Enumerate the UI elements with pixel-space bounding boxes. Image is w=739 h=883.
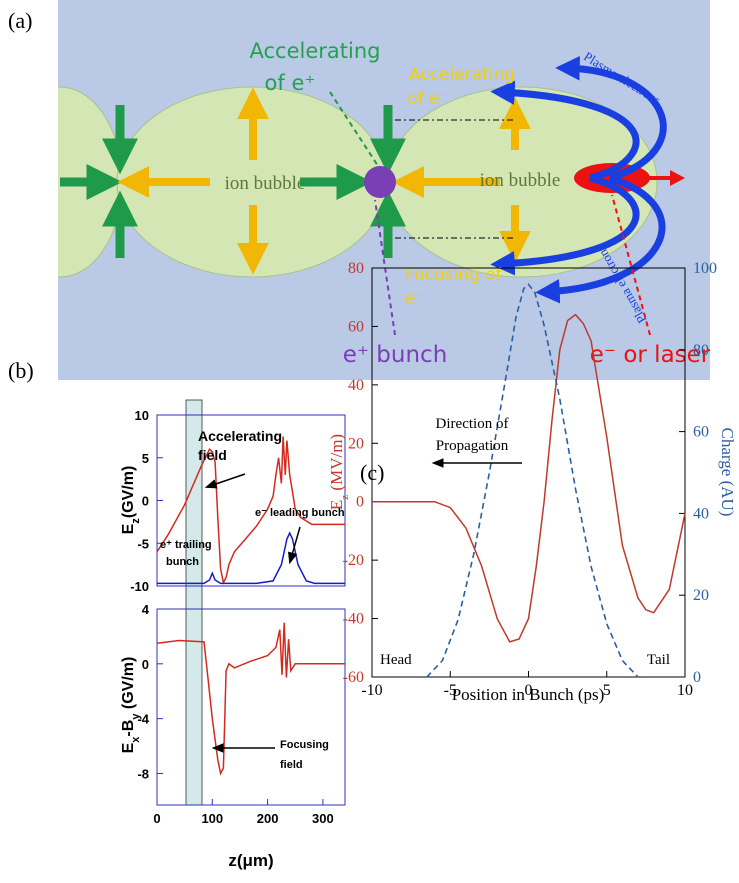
y-tick-label: 60: [348, 318, 364, 335]
annotation: Propagation: [436, 438, 509, 454]
x-tick-label: -5: [444, 682, 457, 699]
panel-label: (a): [8, 8, 32, 33]
label: e⁻ or laser: [590, 342, 711, 368]
y-axis-label-part: E: [120, 523, 137, 534]
label: e⁺ bunch: [343, 342, 448, 368]
y-tick-label: 80: [348, 260, 364, 277]
x-tick-label: 10: [677, 682, 693, 699]
y2-tick-label: 60: [693, 424, 709, 441]
plasma-arcs: [490, 56, 667, 304]
annotation-arrow: [204, 473, 246, 489]
y-tick-label: -8: [137, 766, 149, 781]
label: e⁻: [405, 289, 424, 309]
yellow-arrows: [117, 87, 531, 275]
x-tick-label: -10: [361, 682, 382, 699]
bubble-label: ion bubble: [480, 170, 561, 191]
annotation: field: [198, 447, 227, 463]
y-tick-label: 20: [348, 435, 364, 452]
annotation: bunch: [166, 556, 199, 568]
label: Accelerating: [409, 65, 515, 85]
y-axis-label: Ez (MV/m): [327, 434, 351, 510]
y-tick-label: -40: [343, 611, 364, 628]
y-axis-label-part: y: [130, 713, 142, 720]
annotation: Tail: [647, 652, 670, 668]
positron-bunch: [364, 166, 396, 198]
label: Accelerating: [250, 39, 381, 63]
pointer: [611, 194, 651, 336]
annotation: Accelerating: [198, 428, 282, 444]
x-tick-label: 0: [525, 682, 533, 699]
y-axis-label: Ex-By (GV/m): [120, 657, 142, 754]
y-axis-label-part: x: [130, 736, 142, 743]
y2-tick-label: 20: [693, 587, 709, 604]
panel-a: Accelerating of e⁺ Accelerating of e⁻ Fo…: [58, 0, 711, 380]
y-axis-label-part: z: [339, 495, 351, 500]
y2-tick-label: 40: [693, 505, 709, 522]
annotation: e⁻ leading bunch: [255, 507, 345, 519]
x-tick-label: 200: [257, 811, 279, 826]
chart: -60 -40 -20 0 20 40 60 80 0 20 40 60 80 100 -10 -5 0 5 10 E…: [327, 260, 737, 704]
y-axis-label-part: E: [120, 742, 137, 753]
y-axis-label-part: (GV/m): [120, 466, 137, 518]
x-axis-label: z(μm): [228, 851, 273, 870]
y-tick-label: 0: [142, 494, 149, 509]
series-line: [157, 531, 345, 585]
x-tick-label: 300: [312, 811, 334, 826]
annotation: Head: [380, 652, 412, 668]
annotation: field: [280, 759, 303, 771]
plot-frame: [156, 608, 346, 806]
y2-tick-label: 80: [693, 342, 709, 359]
guide: [395, 119, 515, 239]
chart: 4 0 -4 -8 0 100 200 300 Ex-By (GV/m) z(μm) Focusin…: [120, 602, 346, 870]
panel-label: (b): [8, 358, 34, 383]
y-tick-label: -10: [130, 579, 149, 594]
green-arrows: [60, 105, 406, 258]
y-axis-label-part: E: [327, 500, 346, 510]
annotation: Direction of: [436, 416, 509, 432]
y-tick-label: 4: [142, 602, 150, 617]
label: of e⁻: [407, 89, 448, 109]
y-axis-label-part: z: [130, 518, 142, 524]
y-tick-label: 40: [348, 377, 364, 394]
driver-arrow-head: [670, 170, 685, 186]
series-line: [156, 436, 345, 585]
y-tick-label: 0: [142, 657, 149, 672]
annotation-arrow: [288, 526, 301, 565]
y-axis-label: Ez(GV/m): [120, 466, 142, 535]
label: Focusing of: [405, 265, 503, 285]
x-tick-label: 5: [603, 682, 611, 699]
y-tick-label: 10: [135, 408, 149, 423]
y-tick-label: -20: [343, 552, 364, 569]
x-tick-label: 0: [153, 811, 160, 826]
chart: 10 5 0 -5 -10 Ez(GV/m) Accelerating field e⁺ tra…: [120, 408, 346, 594]
pointer: [374, 199, 396, 336]
bubble-label: ion bubble: [225, 173, 306, 194]
y2-tick-label: 100: [693, 260, 717, 277]
pointer: [329, 91, 379, 167]
y-tick-label: 5: [142, 451, 149, 466]
series-line: [426, 283, 639, 678]
series-line: [156, 622, 345, 776]
y2-axis-label: Charge (AU): [718, 428, 737, 517]
annotation: Focusing: [280, 739, 329, 751]
x-axis-label: Position in Bunch (ps): [452, 685, 605, 704]
y-axis-label-part: -B: [120, 720, 137, 737]
y-axis-label-part: (MV/m): [327, 434, 346, 495]
y-tick-label: -5: [137, 536, 149, 551]
y-axis-label-part: (GV/m): [120, 657, 137, 714]
y-tick-label: -4: [137, 712, 149, 727]
annotation: e⁺ trailing: [160, 539, 212, 551]
y-tick-label: 0: [356, 494, 364, 511]
label: of e⁺: [265, 71, 316, 95]
x-tick-label: 100: [201, 811, 223, 826]
y2-tick-label: 0: [693, 669, 701, 686]
y-tick-label: -60: [343, 669, 364, 686]
series-line: [372, 313, 686, 643]
